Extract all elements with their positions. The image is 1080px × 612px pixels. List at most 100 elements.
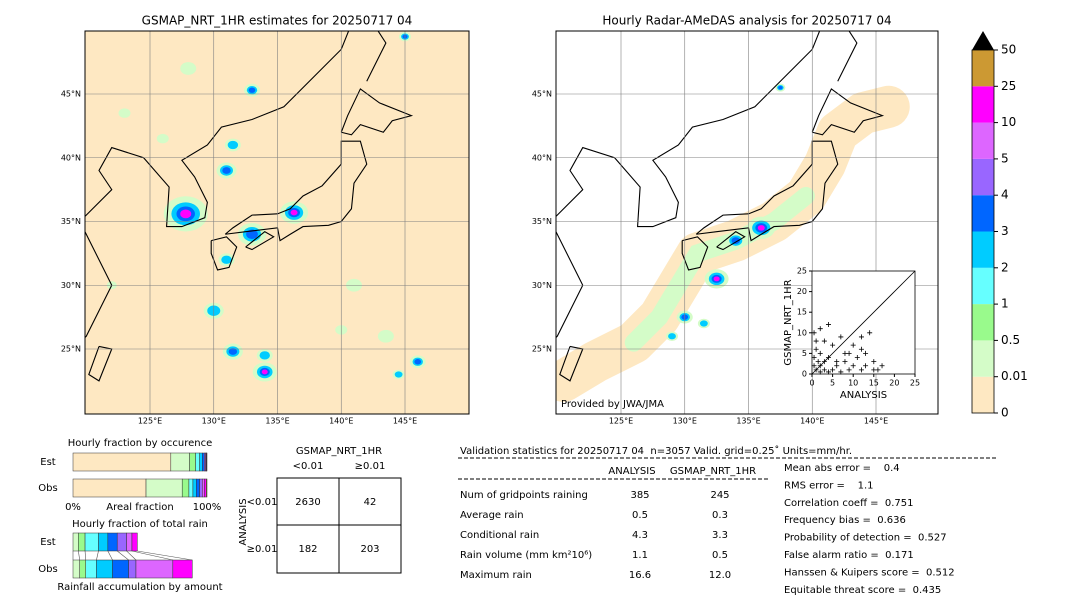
stats-value: 12.0 bbox=[709, 570, 731, 581]
scatter-point bbox=[821, 359, 827, 365]
bar-segment bbox=[72, 452, 172, 472]
x-tick-label: 10 bbox=[848, 379, 858, 388]
scatter-point bbox=[834, 359, 840, 365]
colorbar-band bbox=[972, 304, 994, 341]
lon-label: 130°E bbox=[673, 417, 697, 426]
scatter-point bbox=[821, 367, 827, 373]
bar-segment bbox=[96, 559, 113, 579]
rain-area bbox=[757, 225, 765, 231]
stats-column: GSMAP_NRT_1HR bbox=[670, 466, 756, 477]
colorbar-band bbox=[972, 340, 994, 377]
scatter-point bbox=[813, 346, 819, 352]
coastline bbox=[681, 236, 709, 271]
category-label: Est bbox=[40, 537, 56, 548]
scatter-point bbox=[813, 367, 819, 373]
coastline bbox=[88, 345, 113, 382]
scatter-point bbox=[842, 359, 848, 365]
rain-area bbox=[731, 237, 740, 244]
scatter-point bbox=[838, 369, 844, 375]
scatter-point bbox=[817, 326, 823, 332]
map-area bbox=[556, 31, 938, 414]
colorbar-label: 1 bbox=[1001, 297, 1009, 311]
scatter-point bbox=[854, 355, 860, 361]
bar-segment bbox=[112, 559, 129, 579]
table-title: GSMAP_NRT_1HR bbox=[296, 446, 382, 457]
colorbar-band bbox=[972, 267, 994, 305]
colorbar-label: 0.5 bbox=[1001, 333, 1020, 347]
colorbar-band bbox=[972, 195, 994, 232]
bar-segment bbox=[84, 532, 99, 552]
bar-segment bbox=[181, 478, 190, 498]
scatter-point bbox=[842, 350, 848, 356]
colorbar-band bbox=[972, 86, 994, 123]
x-tick-label: 5 bbox=[830, 379, 835, 388]
score: Probability of detection = 0.527 bbox=[784, 533, 947, 544]
coastline bbox=[556, 31, 821, 339]
scatter-point bbox=[863, 350, 869, 356]
lon-label: 145°E bbox=[393, 417, 417, 426]
bar-segment bbox=[188, 478, 194, 498]
scatter-point bbox=[875, 367, 881, 373]
rain-area bbox=[228, 348, 238, 355]
coastline bbox=[837, 31, 858, 82]
scatter-point bbox=[871, 359, 877, 365]
y-tick-label: 10 bbox=[797, 328, 807, 337]
scatter-point bbox=[850, 363, 856, 369]
stats-value: 3.3 bbox=[712, 530, 728, 541]
rain-area bbox=[180, 62, 197, 75]
bar-segment bbox=[72, 559, 80, 579]
colorbar-label: 4 bbox=[1001, 188, 1009, 202]
scatter-point bbox=[815, 359, 821, 365]
map-area bbox=[85, 31, 469, 414]
stats-value: 0.5 bbox=[712, 550, 728, 561]
scatter-point bbox=[825, 369, 831, 375]
colorbar-label: 0.01 bbox=[1001, 369, 1028, 383]
score: Mean abs error = 0.4 bbox=[784, 463, 900, 474]
rain-area bbox=[394, 371, 403, 378]
lat-label: 40°N bbox=[61, 153, 81, 162]
stats-label: Num of gridpoints raining bbox=[460, 490, 588, 501]
chart-title: Hourly fraction of total rain bbox=[72, 519, 208, 530]
y-tick-label: 0 bbox=[802, 370, 807, 379]
lon-label: 140°E bbox=[800, 417, 824, 426]
lat-label: 30°N bbox=[61, 281, 81, 290]
colorbar-label: 25 bbox=[1001, 79, 1016, 93]
table-cell: 182 bbox=[298, 544, 317, 555]
bar-segment bbox=[195, 452, 200, 472]
rain-area bbox=[778, 85, 783, 90]
bar-segment bbox=[78, 532, 86, 552]
x-tick-label: 100% bbox=[193, 502, 222, 513]
bar-segment bbox=[202, 478, 205, 498]
rain-area bbox=[248, 87, 256, 93]
connector bbox=[107, 550, 113, 561]
y-tick-label: 20 bbox=[797, 287, 807, 296]
bar-segment bbox=[192, 478, 197, 498]
x-axis-label: Areal fraction bbox=[106, 502, 173, 513]
map-background bbox=[85, 31, 469, 414]
scatter-point bbox=[830, 367, 836, 373]
lat-label: 45°N bbox=[532, 90, 552, 99]
scatter-point bbox=[838, 334, 844, 340]
row-label: <0.01 bbox=[247, 497, 278, 508]
rain-area bbox=[227, 140, 239, 150]
lon-label: 145°E bbox=[864, 417, 888, 426]
scatter-point bbox=[858, 334, 864, 340]
scatter-point bbox=[811, 355, 817, 361]
bar-segment bbox=[85, 559, 97, 579]
scatter-point bbox=[846, 367, 852, 373]
lat-label: 35°N bbox=[61, 217, 81, 226]
colorbar-extension bbox=[972, 31, 994, 50]
row-title: ANALYSIS bbox=[238, 498, 249, 545]
lat-label: 40°N bbox=[532, 153, 552, 162]
bar-segment bbox=[170, 452, 190, 472]
lon-label: 125°E bbox=[138, 417, 162, 426]
lon-label: 135°E bbox=[265, 417, 289, 426]
bar-segment bbox=[72, 478, 147, 498]
bar-segment bbox=[202, 452, 205, 472]
table-cell: 42 bbox=[364, 497, 377, 508]
map-frame bbox=[84, 30, 470, 415]
rain-area bbox=[118, 108, 131, 118]
y-axis-label: GSMAP_NRT_1HR bbox=[783, 279, 794, 365]
colorbar-label: 3 bbox=[1001, 224, 1009, 238]
bar-segment bbox=[189, 452, 196, 472]
